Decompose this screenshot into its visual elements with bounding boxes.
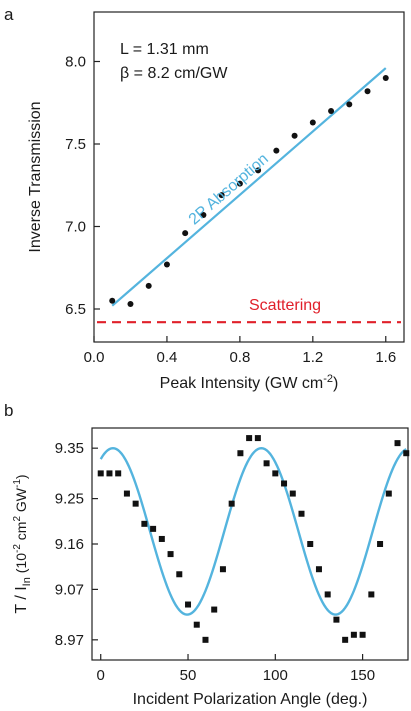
panel-b-data-point [324,591,331,598]
panel-a-data-point [346,101,353,108]
panel-a-data-point [127,301,134,308]
panel-a-data-point [364,88,371,95]
panel-b-data-point [307,541,314,547]
panel-a-data-point [218,192,225,199]
panel-a-y-tick-label: 7.5 [65,136,86,153]
panel-b-data-point [176,571,183,578]
panel-b-data-point [211,606,218,613]
panel-b-x-tick-label: 150 [350,667,375,684]
panel-b-data-point [246,435,253,442]
panel-b-x-tick-label: 50 [180,667,197,684]
panel-b-data-point [403,450,410,457]
panel-b-data-point [97,470,104,477]
panel-b-data-point [150,525,157,532]
panel-a-data-point [200,211,207,218]
beta-annotation: β = 8.2 cm/GW [120,65,228,82]
panel-b-data-point [289,490,296,497]
two-photon-fit-line [111,67,387,307]
panel-b-x-tick-label: 100 [263,667,288,684]
panel-b-data-point [377,541,384,547]
panel-b-frame [91,427,409,661]
panel-a-y-axis-label: Inverse Transmission [27,101,44,252]
panel-b-data-point [228,500,235,507]
panel-b-data-point [333,616,340,623]
panel-a-data-point [145,282,152,289]
length-annotation: L = 1.31 mm [120,41,209,58]
panel-a-data-point [163,261,170,268]
panel-b-data-point [368,591,375,598]
panel-a-plot-area: 0.0 0.4 0.8 1.2 1.6 6.5 7.0 7.5 8.0 [65,11,405,366]
panel-b-y-tick-label: 9.35 [55,440,84,457]
panel-b-data-point [115,470,122,477]
panel-b-data-point [394,440,401,447]
panel-b-y-tick-label: 9.25 [55,491,84,508]
panel-b-y-tick-label: 8.97 [55,632,84,649]
panel-a-x-tick-label: 0.0 [84,349,105,366]
panel-b-y-tick-label: 9.07 [55,581,84,598]
panel-b-data-point [106,470,113,477]
panel-a-y-tick-label: 6.5 [65,301,86,318]
cosine-fit-curve [99,446,407,616]
panel-b-data-point [359,631,366,638]
panel-a-data-point [309,119,316,126]
panel-b-y-axis-label: T / IIn (10-2 cm2 GW-1) [12,474,33,613]
panel-b-data-point [185,601,192,608]
panel-b-data-point [132,500,139,507]
panel-a-frame [93,11,405,343]
panel-b-data-point [342,636,349,643]
panel-b-x-axis-label: Incident Polarization Angle (deg.) [133,691,368,708]
panel-b-data-point [141,520,148,527]
scattering-label: Scattering [249,297,321,314]
panel-a-chart: a 0.0 0.4 0.8 1.2 1.6 6.5 7.0 7.5 8.0 L = 1.31 m… [4,5,405,392]
panel-a-x-axis-label: Peak Intensity (GW cm-2) [160,373,339,392]
panel-a-data-point [273,147,280,154]
panel-a-x-tick-label: 1.6 [375,349,396,366]
panel-b-data-point [281,480,288,487]
panel-b-chart: b 0 50 100 150 8.97 9.07 9.16 9.25 9.35 T / IIn … [4,401,410,708]
two-photon-absorption-label: 2P Absorption [186,150,272,228]
panel-b-data-point [219,566,226,573]
panel-b-plot-area: 0 50 100 150 8.97 9.07 9.16 9.25 9.35 [55,427,410,684]
panel-b-x-tick-label: 0 [97,667,105,684]
panel-b-data-point [272,470,279,477]
panel-a-data-point [291,132,298,139]
panel-b-data-point [202,636,209,643]
panel-a-y-tick-label: 7.0 [65,219,86,236]
panel-b-data-point [298,510,305,517]
panel-a-x-tick-label: 0.4 [157,349,178,366]
panel-b-data-point [123,490,130,497]
panel-b-data-point [254,435,261,442]
panel-a-x-tick-label: 0.8 [229,349,250,366]
panel-b-data-point [385,490,392,497]
panel-b-data-point [350,631,357,638]
panel-b-data-point [167,551,174,558]
panel-a-data-point [236,180,243,187]
panel-b-y-tick-label: 9.16 [55,536,84,553]
panel-a-data-point [255,167,262,174]
panel-a-y-tick-label: 8.0 [65,54,86,71]
panel-a-data-point [382,75,389,81]
panel-b-data-point [158,535,165,542]
panel-b-data-point [315,566,322,573]
panel-a-x-tick-label: 1.2 [302,349,323,366]
panel-b-data-point [263,460,270,467]
panel-b-data-point [237,450,244,457]
panel-a-letter: a [4,5,14,24]
panel-a-data-point [328,108,335,114]
panel-b-data-point [193,621,200,628]
panel-a-data-point [182,230,189,237]
panel-b-letter: b [4,401,13,420]
panel-a-data-point [109,297,116,304]
